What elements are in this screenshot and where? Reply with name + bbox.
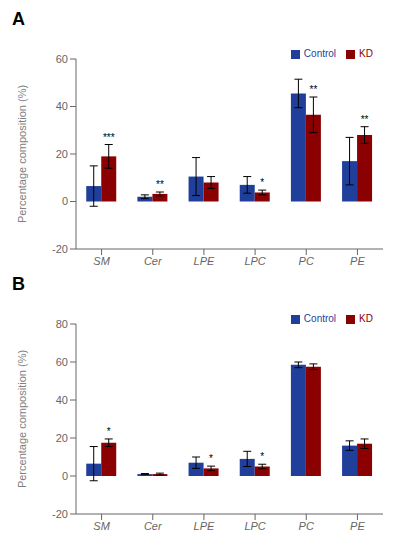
svg-text:***: ***	[103, 132, 115, 143]
svg-text:20: 20	[56, 148, 68, 160]
svg-text:Percentage composition (%): Percentage composition (%)	[16, 350, 28, 488]
svg-text:PE: PE	[350, 255, 365, 267]
svg-text:Percentage composition (%): Percentage composition (%)	[16, 85, 28, 223]
svg-text:20: 20	[56, 432, 68, 444]
svg-text:PE: PE	[350, 520, 365, 532]
svg-text:SM: SM	[93, 255, 110, 267]
svg-text:SM: SM	[93, 520, 110, 532]
svg-text:*: *	[260, 177, 264, 188]
svg-text:PC: PC	[299, 255, 314, 267]
svg-text:*: *	[107, 426, 111, 437]
html-text:KD: KD	[359, 313, 373, 324]
svg-text:60: 60	[56, 53, 68, 65]
svg-text:Cer: Cer	[144, 255, 163, 267]
svg-text:40: 40	[56, 100, 68, 112]
svg-text:*: *	[260, 451, 264, 462]
svg-text:PC: PC	[299, 520, 314, 532]
svg-text:LPE: LPE	[194, 520, 215, 532]
svg-text:-20: -20	[52, 243, 68, 255]
html-text:B: B	[12, 274, 25, 294]
svg-text:80: 80	[56, 318, 68, 330]
svg-text:**: **	[361, 114, 369, 125]
svg-text:**: **	[310, 84, 318, 95]
svg-text:40: 40	[56, 394, 68, 406]
svg-text:Cer: Cer	[144, 520, 163, 532]
svg-text:*: *	[209, 453, 213, 464]
svg-text:-20: -20	[52, 508, 68, 520]
html-text:Control: Control	[303, 313, 337, 324]
svg-text:LPC: LPC	[244, 255, 265, 267]
svg-text:0: 0	[62, 195, 68, 207]
svg-text:**: **	[156, 179, 164, 190]
html-text:A: A	[12, 9, 25, 29]
svg-text:0: 0	[62, 470, 68, 482]
svg-text:LPE: LPE	[194, 255, 215, 267]
html-text:Control: Control	[303, 48, 337, 59]
svg-text:LPC: LPC	[244, 520, 265, 532]
html-text:KD: KD	[359, 48, 373, 59]
svg-text:60: 60	[56, 356, 68, 368]
